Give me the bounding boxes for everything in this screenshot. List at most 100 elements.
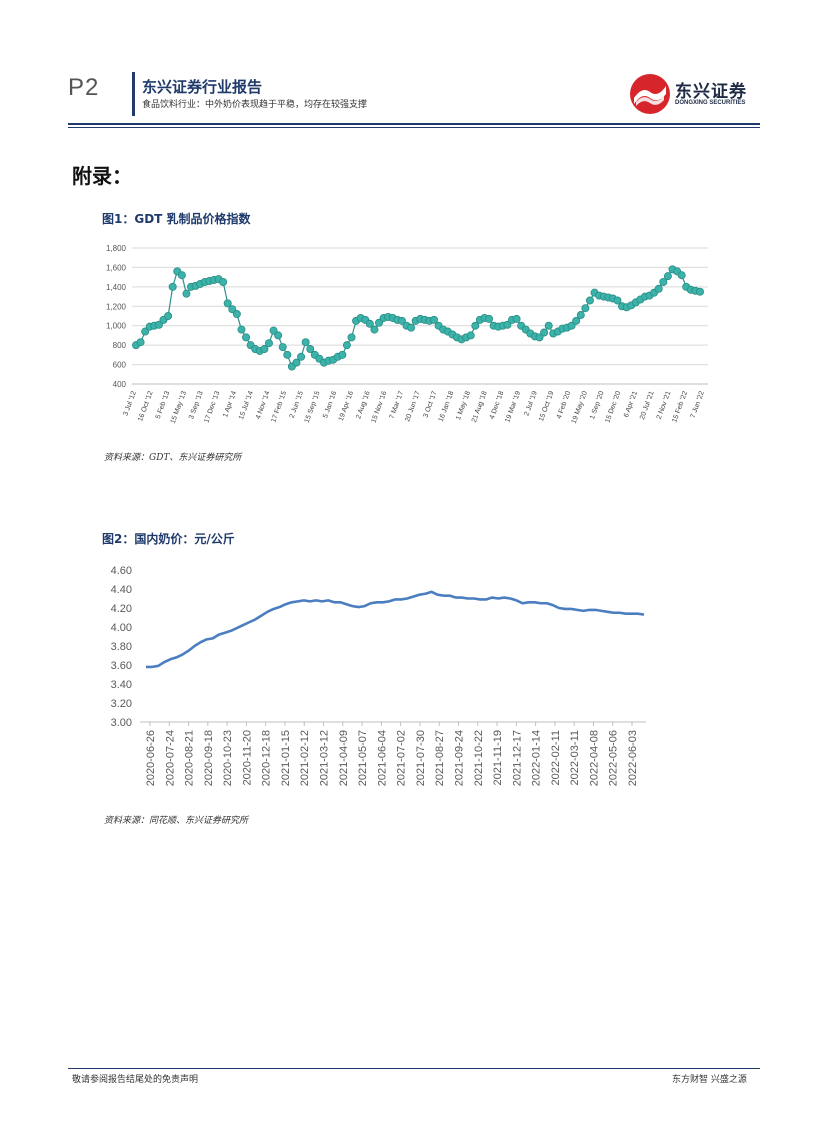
data-point xyxy=(581,304,590,313)
x-tick-label: 2020-06-26 xyxy=(145,730,157,786)
section-title: 附录： xyxy=(72,164,132,188)
x-tick-label: 20 Jul '21 xyxy=(639,390,656,420)
data-point xyxy=(663,272,672,281)
data-point xyxy=(466,331,475,340)
y-tick-label: 4.20 xyxy=(111,603,132,615)
x-tick-label: 3 Oct '17 xyxy=(423,390,439,419)
x-tick-label: 15 Jul '14 xyxy=(238,390,255,420)
x-tick-label: 2021-04-09 xyxy=(338,730,350,786)
x-tick-label: 2021-10-22 xyxy=(473,730,485,786)
data-point xyxy=(342,341,351,350)
x-tick-label: 19 Apr '16 xyxy=(338,390,355,422)
data-point xyxy=(232,310,241,319)
data-point xyxy=(164,312,173,321)
data-point xyxy=(512,314,521,323)
x-tick-label: 19 Mar '19 xyxy=(504,390,522,423)
data-point xyxy=(576,311,585,320)
x-tick-label: 2022-01-14 xyxy=(531,730,543,786)
x-tick-label: 4 Feb '20 xyxy=(556,390,573,420)
data-point xyxy=(154,320,163,329)
data-point xyxy=(659,278,668,287)
x-tick-label: 4 Nov '14 xyxy=(255,390,272,420)
data-point xyxy=(535,333,544,342)
data-point xyxy=(585,296,594,305)
data-point xyxy=(141,327,150,336)
figure-1-source: 资料来源：GDT、东兴证券研究所 xyxy=(104,453,242,463)
data-point xyxy=(407,323,416,332)
data-point xyxy=(283,350,292,359)
x-tick-label: 7 Mar '17 xyxy=(389,390,406,420)
x-tick-label: 2022-04-08 xyxy=(588,730,600,786)
data-point xyxy=(572,316,581,325)
y-tick-label: 1,400 xyxy=(106,283,127,292)
x-tick-label: 2020-09-18 xyxy=(203,730,215,786)
data-point xyxy=(338,350,347,359)
footer-disclaimer: 敬请参阅报告结尾处的免责声明 xyxy=(72,1075,199,1085)
x-tick-label: 2022-05-06 xyxy=(608,730,620,786)
x-tick-label: 2022-06-03 xyxy=(627,730,639,786)
data-point xyxy=(242,333,251,342)
x-tick-label: 15 Dec '20 xyxy=(604,390,622,424)
data-point xyxy=(182,289,191,298)
data-point xyxy=(223,299,232,308)
data-point xyxy=(264,339,273,348)
y-tick-label: 1,800 xyxy=(106,244,127,253)
data-point xyxy=(471,321,480,330)
y-tick-label: 3.80 xyxy=(111,641,132,653)
data-point xyxy=(567,321,576,330)
x-tick-label: 2 Jun '15 xyxy=(289,390,305,419)
x-tick-label: 3 Jul '12 xyxy=(122,390,137,417)
data-point xyxy=(228,305,237,314)
x-tick-label: 2022-02-11 xyxy=(550,730,562,785)
footer-slogan: 东方财智 兴盛之源 xyxy=(672,1075,747,1085)
x-tick-label: 16 Oct '12 xyxy=(137,390,154,422)
x-tick-label: 2021-01-15 xyxy=(280,730,292,786)
data-point xyxy=(430,315,439,324)
report-subtitle: 食品饮料行业：中外奶价表现趋于平稳，均存在较强支撑 xyxy=(142,100,368,110)
header-rule-thin xyxy=(68,127,760,128)
x-tick-label: 2021-11-19 xyxy=(492,730,504,785)
x-tick-label: 2021-06-04 xyxy=(376,730,388,786)
data-point xyxy=(375,318,384,327)
x-tick-label: 2020-11-20 xyxy=(241,730,253,785)
data-point xyxy=(297,352,306,361)
page-number: P2 xyxy=(68,74,100,101)
data-point xyxy=(613,296,622,305)
x-tick-label: 2 Nov '21 xyxy=(656,390,673,420)
x-tick-label: 2022-03-11 xyxy=(569,730,581,785)
x-tick-label: 2020-08-21 xyxy=(184,730,196,786)
x-tick-label: 2021-07-30 xyxy=(415,730,427,786)
data-point xyxy=(365,319,374,328)
x-tick-label: 15 Sep '15 xyxy=(304,390,322,424)
x-tick-label: 2021-03-12 xyxy=(319,730,331,786)
y-tick-label: 3.40 xyxy=(111,679,132,691)
x-tick-label: 4 Dec '18 xyxy=(489,390,506,420)
data-point xyxy=(177,271,186,280)
y-tick-label: 3.00 xyxy=(111,717,132,729)
y-tick-label: 4.40 xyxy=(111,584,132,596)
figure-2-source: 资料来源：同花顺、东兴证券研究所 xyxy=(104,816,249,826)
series-line xyxy=(146,590,645,669)
data-point xyxy=(260,345,269,354)
report-title: 东兴证券行业报告 xyxy=(142,78,263,96)
footer-rule xyxy=(68,1068,760,1069)
data-point xyxy=(306,345,315,354)
data-point xyxy=(485,314,494,323)
x-tick-label: 2021-12-17 xyxy=(511,730,523,786)
logo-text-cn: 东兴证券 xyxy=(675,82,747,102)
data-point xyxy=(269,326,278,335)
header-rule xyxy=(68,123,760,125)
y-tick-label: 1,600 xyxy=(106,263,127,272)
x-tick-label: 2021-07-02 xyxy=(396,730,408,786)
y-tick-label: 600 xyxy=(113,361,127,370)
x-tick-label: 5 Jan '16 xyxy=(322,390,338,419)
x-tick-label: 7 Jun '22 xyxy=(690,390,706,419)
x-tick-label: 1 Sep '20 xyxy=(589,390,606,420)
x-tick-label: 16 Jan '18 xyxy=(438,390,456,423)
x-tick-label: 6 Apr '21 xyxy=(623,390,639,418)
y-tick-label: 3.20 xyxy=(111,698,132,710)
data-point xyxy=(654,284,663,293)
x-tick-label: 20 Jun '17 xyxy=(404,390,422,423)
data-point xyxy=(219,278,228,287)
